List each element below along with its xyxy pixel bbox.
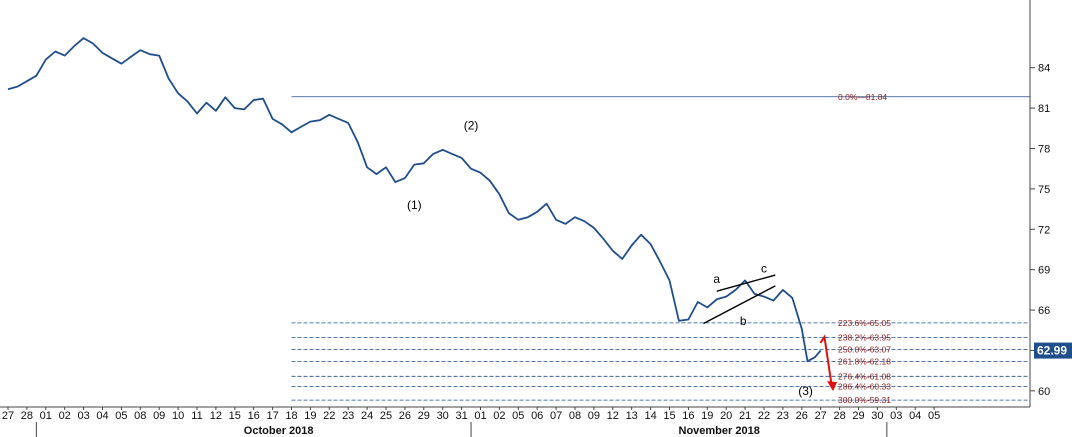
y-tick-label: 81 — [1038, 103, 1050, 115]
x-tick-label: 18 — [285, 410, 297, 422]
x-tick-label: 12 — [607, 410, 619, 422]
wave-label: (1) — [407, 198, 422, 212]
month-label: October 2018 — [244, 425, 314, 437]
x-tick-label: 06 — [531, 410, 543, 422]
x-tick-label: 23 — [342, 410, 354, 422]
x-tick-label: 24 — [361, 410, 373, 422]
wave-annotations: (1) (2) a b c (3) — [407, 119, 838, 398]
x-tick-label: 01 — [474, 410, 486, 422]
x-tick-label: 11 — [191, 410, 202, 422]
x-tick-label: 04 — [96, 410, 108, 422]
x-tick-label: 29 — [418, 410, 430, 422]
x-tick-label: 08 — [569, 410, 581, 422]
x-tick-label: 05 — [928, 410, 940, 422]
x-tick-label: 08 — [134, 410, 146, 422]
fib-level-label: 238.2%-63.95 — [838, 333, 891, 343]
x-tick-label: 09 — [588, 410, 600, 422]
x-axis: 27 28 01 02 03 04 05 08 09 10 11 12 15 16 17 18 19 22 23 24… — [0, 406, 1030, 437]
x-tick-label: 04 — [909, 410, 921, 422]
x-tick-label: 15 — [663, 410, 675, 422]
fib-level-label: 261.8%-62.18 — [838, 356, 891, 366]
x-tick-label: 27 — [815, 410, 827, 422]
projection-arrow-line — [819, 334, 834, 389]
fib-level-label: 276.4%-61.08 — [838, 371, 891, 381]
y-tick-label: 78 — [1038, 143, 1050, 155]
x-tick-label: 05 — [512, 410, 524, 422]
y-tick-label: 72 — [1038, 224, 1050, 236]
wave-label: (3) — [798, 384, 813, 398]
x-tick-label: 01 — [40, 410, 52, 422]
triangle-trendline — [703, 285, 776, 325]
fib-level-label: 223.6%-65.05 — [838, 318, 891, 328]
x-tick-label: 26 — [399, 410, 411, 422]
fib-level-label: 286.4%-60.33 — [838, 381, 891, 391]
x-tick-label: 30 — [437, 410, 449, 422]
wave-label: (2) — [464, 119, 479, 133]
last-price-tag — [1034, 342, 1072, 359]
x-tick-label: 26 — [796, 410, 808, 422]
wave-label: a — [713, 272, 720, 286]
x-tick-label: 21 — [739, 410, 751, 422]
fib-level-label: 300.0%-59.31 — [838, 395, 891, 405]
x-tick-label: 20 — [720, 410, 732, 422]
x-tick-label: 17 — [266, 410, 278, 422]
y-axis: 60636669727578818462.99 — [1029, 0, 1072, 407]
y-tick-label: 75 — [1038, 184, 1050, 196]
x-tick-label: 28 — [21, 410, 33, 422]
price-series — [7, 37, 822, 363]
x-tick-label: 02 — [493, 410, 505, 422]
fib-level-label: 250.0%-63.07 — [838, 345, 891, 355]
x-tick-label: 03 — [890, 410, 902, 422]
fib-anchor-label: 0.0%—81.84 — [838, 92, 887, 102]
x-tick-label: 25 — [380, 410, 392, 422]
month-label: November 2018 — [679, 425, 760, 437]
y-tick-label: 66 — [1038, 305, 1050, 317]
projection-arrowhead — [827, 381, 838, 392]
x-tick-label: 07 — [550, 410, 562, 422]
fibonacci-levels: 0.0%—81.84 223.6%-65.05 238.2%-63.95 250.0%… — [291, 92, 1030, 405]
x-tick-label: 23 — [777, 410, 789, 422]
x-tick-label: 19 — [701, 410, 713, 422]
x-tick-label: 09 — [153, 410, 165, 422]
x-tick-label: 16 — [682, 410, 694, 422]
last-price-label: 62.99 — [1037, 344, 1067, 358]
x-tick-label: 03 — [77, 410, 89, 422]
triangle-trendline — [716, 274, 776, 292]
y-tick-label: 84 — [1038, 63, 1050, 75]
x-tick-label: 10 — [172, 410, 184, 422]
x-tick-label: 30 — [871, 410, 883, 422]
y-tick-label: 60 — [1038, 386, 1050, 398]
x-tick-label: 13 — [626, 410, 638, 422]
x-tick-label: 12 — [210, 410, 222, 422]
x-tick-label: 05 — [115, 410, 127, 422]
x-tick-label: 22 — [758, 410, 770, 422]
x-tick-label: 19 — [304, 410, 316, 422]
x-tick-label: 02 — [59, 410, 71, 422]
price-series-line — [7, 37, 822, 363]
x-tick-label: 14 — [644, 410, 656, 422]
y-tick-label: 69 — [1038, 265, 1050, 277]
x-tick-label: 16 — [248, 410, 260, 422]
x-tick-label: 29 — [852, 410, 864, 422]
x-tick-label: 22 — [323, 410, 335, 422]
x-tick-label: 31 — [455, 410, 467, 422]
x-tick-label: 27 — [2, 410, 14, 422]
wave-label: c — [761, 261, 767, 275]
x-tick-label: 28 — [833, 410, 845, 422]
x-tick-label: 15 — [229, 410, 241, 422]
wave-label: b — [740, 314, 747, 328]
